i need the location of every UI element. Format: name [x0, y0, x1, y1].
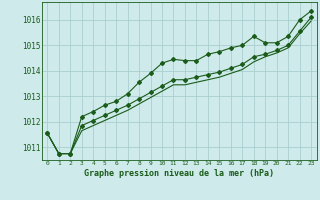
X-axis label: Graphe pression niveau de la mer (hPa): Graphe pression niveau de la mer (hPa) — [84, 169, 274, 178]
